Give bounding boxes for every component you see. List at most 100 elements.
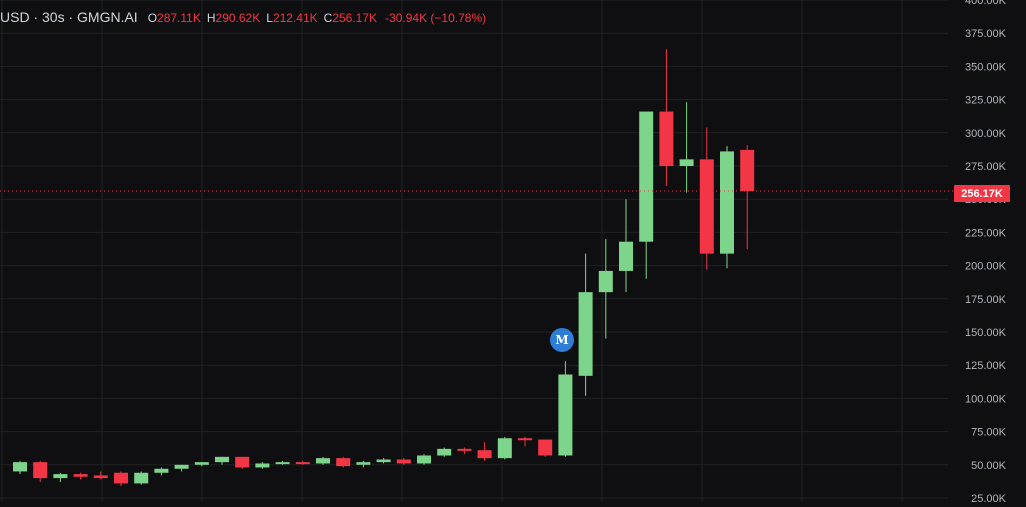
high-key: H xyxy=(206,11,216,25)
candle xyxy=(720,146,734,269)
y-tick-label: 100.00K xyxy=(965,393,1007,405)
candle xyxy=(659,49,674,186)
candle xyxy=(174,464,189,472)
candle xyxy=(73,472,88,480)
candle-body xyxy=(619,241,633,271)
y-tick-label: 225.00K xyxy=(965,227,1007,239)
candle xyxy=(13,460,27,475)
candle-body xyxy=(659,111,674,166)
candle xyxy=(538,439,553,457)
candle-body xyxy=(114,472,128,484)
candle-body xyxy=(518,438,532,441)
candle xyxy=(639,111,654,279)
last-price-tag: 256.17K xyxy=(954,185,1010,202)
candle xyxy=(53,472,68,483)
candle xyxy=(376,458,391,464)
candle-body xyxy=(538,439,553,456)
candle-body xyxy=(720,151,734,254)
y-tick-label: 150.00K xyxy=(965,327,1007,339)
candle xyxy=(578,253,593,396)
y-tick-label: 50.00K xyxy=(971,460,1007,472)
candle xyxy=(275,460,290,465)
candle xyxy=(235,456,250,469)
candle xyxy=(134,471,149,485)
open-value: 287.11K xyxy=(157,11,201,25)
candle-body xyxy=(558,374,573,456)
change-value: -30.94K (−10.78%) xyxy=(385,11,487,25)
candle-body xyxy=(336,458,351,467)
candle-body xyxy=(215,456,229,463)
candle-body xyxy=(497,438,512,459)
candle-body xyxy=(376,459,391,463)
candle xyxy=(740,145,755,250)
candle-body xyxy=(33,462,48,479)
candle-body xyxy=(679,159,694,166)
candle xyxy=(114,471,128,487)
candle xyxy=(215,456,229,465)
y-tick-label: 75.00K xyxy=(971,427,1007,439)
candle-body xyxy=(457,448,472,451)
candle xyxy=(437,447,452,457)
candle-body xyxy=(316,458,330,464)
candle xyxy=(396,458,411,465)
high-value: 290.62K xyxy=(215,11,261,25)
m-marker-icon[interactable]: M xyxy=(550,328,574,352)
candle xyxy=(316,456,330,465)
candle xyxy=(93,471,108,480)
candle xyxy=(699,127,714,270)
y-tick-label: 200.00K xyxy=(965,261,1007,273)
close-key: C xyxy=(323,11,333,25)
candle xyxy=(295,460,310,465)
candle-body xyxy=(174,464,189,469)
candle-body xyxy=(417,455,431,464)
candle xyxy=(598,239,613,339)
candle-body xyxy=(396,459,411,464)
candle-body xyxy=(134,472,149,484)
candle-body xyxy=(93,475,108,479)
y-tick-label: 325.00K xyxy=(965,95,1007,107)
candle-body xyxy=(154,468,169,473)
low-value: 212.41K xyxy=(272,11,318,25)
candle xyxy=(417,454,431,465)
candle-body xyxy=(235,456,250,468)
candle-body xyxy=(740,149,755,192)
candle-body xyxy=(356,462,371,465)
candle xyxy=(679,102,694,193)
candle-body xyxy=(13,462,27,472)
candle xyxy=(518,436,532,447)
candle-body xyxy=(194,462,209,465)
y-tick-label: 400.00K xyxy=(965,0,1007,7)
candle xyxy=(457,447,472,455)
candle-body xyxy=(578,292,593,376)
y-tick-label: 125.00K xyxy=(965,360,1007,372)
y-tick-label: 350.00K xyxy=(965,61,1007,73)
candle xyxy=(33,460,48,483)
candle-body xyxy=(275,462,290,465)
candle xyxy=(154,467,169,476)
candle xyxy=(336,456,351,468)
low-key: L xyxy=(266,11,273,25)
candle xyxy=(558,361,573,457)
candle xyxy=(619,199,633,293)
candle-body xyxy=(437,448,452,456)
candle-body xyxy=(639,111,654,242)
candle-body xyxy=(699,159,714,254)
candles xyxy=(13,49,755,487)
y-tick-label: 300.00K xyxy=(965,128,1007,140)
symbol-legend: USD · 30s · GMGN.AI O 287.11K H 290.62K … xyxy=(0,9,486,25)
symbol-title[interactable]: USD · 30s · GMGN.AI xyxy=(0,9,138,25)
y-tick-label: 175.00K xyxy=(965,294,1007,306)
y-tick-label: 375.00K xyxy=(965,28,1007,40)
grid-lines xyxy=(0,0,948,502)
candle-body xyxy=(255,463,270,468)
candle xyxy=(497,436,512,460)
y-tick-label: 25.00K xyxy=(971,493,1007,502)
y-tick-label: 275.00K xyxy=(965,161,1007,173)
candle-body xyxy=(598,270,613,293)
candle-body xyxy=(477,450,492,459)
price-axis[interactable]: 25.00K 50.00K 75.00K 100.00K 125.00K 150.00K 1… xyxy=(965,0,1007,505)
close-value: 256.17K xyxy=(332,11,378,25)
candle xyxy=(477,442,492,461)
